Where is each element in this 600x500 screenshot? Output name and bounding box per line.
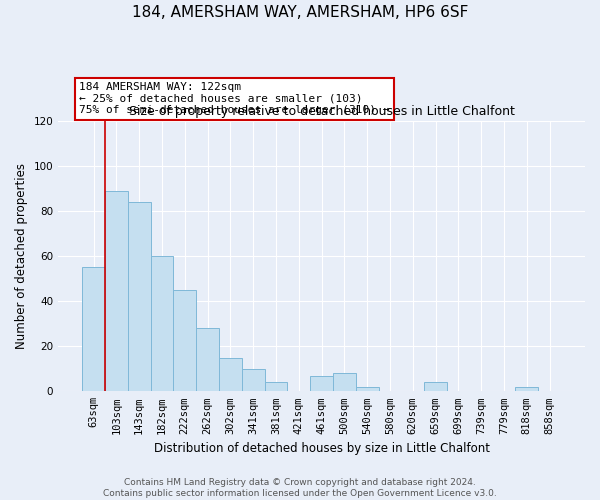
Text: Contains HM Land Registry data © Crown copyright and database right 2024.
Contai: Contains HM Land Registry data © Crown c… — [103, 478, 497, 498]
Bar — [242, 369, 265, 392]
Bar — [424, 382, 447, 392]
Text: 184 AMERSHAM WAY: 122sqm
← 25% of detached houses are smaller (103)
75% of semi-: 184 AMERSHAM WAY: 122sqm ← 25% of detach… — [79, 82, 390, 116]
Bar — [82, 268, 105, 392]
Bar — [151, 256, 173, 392]
Bar — [333, 374, 356, 392]
Bar — [196, 328, 219, 392]
Bar — [310, 376, 333, 392]
Bar — [515, 387, 538, 392]
Bar — [219, 358, 242, 392]
Bar — [105, 191, 128, 392]
Y-axis label: Number of detached properties: Number of detached properties — [15, 163, 28, 349]
Bar — [128, 202, 151, 392]
Bar — [265, 382, 287, 392]
Bar — [173, 290, 196, 392]
Text: 184, AMERSHAM WAY, AMERSHAM, HP6 6SF: 184, AMERSHAM WAY, AMERSHAM, HP6 6SF — [132, 5, 468, 20]
X-axis label: Distribution of detached houses by size in Little Chalfont: Distribution of detached houses by size … — [154, 442, 490, 455]
Bar — [356, 387, 379, 392]
Title: Size of property relative to detached houses in Little Chalfont: Size of property relative to detached ho… — [128, 106, 515, 118]
